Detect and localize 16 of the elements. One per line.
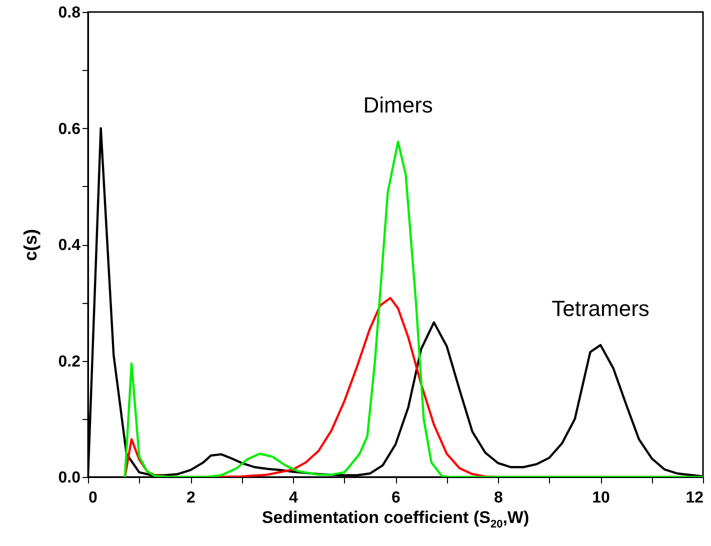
y-tick-label: 0.8 <box>58 4 81 22</box>
y-tick-label: 0.0 <box>58 470 81 486</box>
x-axis-title: Sedimentation coefficient (S$_{20}$,W) <box>260 508 530 530</box>
x-tick-label: 2 <box>186 490 196 506</box>
x-tick-label: 0 <box>88 490 98 506</box>
y-tick-label: 0.2 <box>58 353 81 370</box>
y-axis-title: c(s) <box>20 228 40 262</box>
x-tick-label: 6 <box>392 490 401 506</box>
y-tick-label: 0.4 <box>58 237 81 254</box>
annotation: Tetramers <box>552 296 650 322</box>
annotation: Dimers <box>363 92 433 118</box>
x-tick-label: 12 <box>686 490 704 506</box>
x-tick-label: 4 <box>289 490 298 506</box>
x-tick-label: 10 <box>592 490 610 506</box>
y-tick-label: 0.6 <box>58 120 81 138</box>
x-tick-label: 8 <box>494 490 504 506</box>
